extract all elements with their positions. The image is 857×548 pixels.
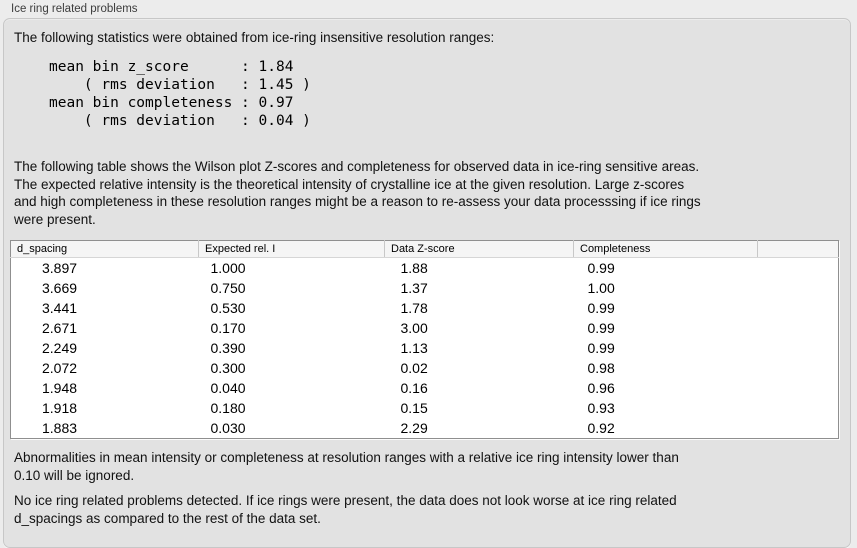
table-row[interactable]: 1.883 0.030 2.29 0.92 [11,418,839,438]
table-row[interactable]: 3.441 0.530 1.78 0.99 [11,298,839,318]
cell-d-spacing: 2.249 [42,339,78,356]
cell-data-z-score: 0.15 [400,400,428,417]
cell-completeness: 0.99 [587,299,615,316]
cell-expected-rel-i: 0.030 [210,420,246,437]
cell-empty [758,298,839,318]
table-row[interactable]: 2.671 0.170 3.00 0.99 [11,318,839,338]
cell-data-z-score: 0.02 [400,360,428,377]
cell-data-z-score: 2.29 [400,420,428,437]
statistics-block: mean bin z_score : 1.84 ( rms deviation … [49,59,311,129]
description-line: The expected relative intensity is the t… [14,176,685,192]
cell-empty [758,258,839,278]
cell-completeness: 0.98 [587,360,615,377]
cell-empty [758,338,839,358]
cell-data-z-score: 1.78 [400,299,428,316]
cell-completeness: 0.92 [587,420,615,437]
cell-data-z-score: 1.88 [400,259,428,276]
cell-d-spacing: 3.441 [42,299,78,316]
cell-completeness: 0.99 [587,319,615,336]
cell-data-z-score: 1.13 [400,339,428,356]
cell-d-spacing: 2.072 [42,360,78,377]
cell-data-z-score: 1.37 [400,279,428,296]
cell-expected-rel-i: 0.390 [210,339,246,356]
cell-d-spacing: 3.897 [42,259,78,276]
cell-d-spacing: 1.918 [42,400,78,417]
column-header-completeness: Completeness [573,240,758,258]
cell-completeness: 0.99 [587,339,615,356]
cell-completeness: 1.00 [587,279,615,296]
ice-ring-table: d_spacing Expected rel. I Data Z-score C… [10,240,839,439]
description-line: The following table shows the Wilson plo… [14,159,700,174]
description-paragraph: The following table shows the Wilson plo… [14,158,701,229]
cell-d-spacing: 1.948 [42,380,78,397]
description-line: and high completeness in these resolutio… [14,194,701,210]
cell-expected-rel-i: 0.040 [210,380,246,397]
conclusion-line: No ice ring related problems detected. I… [14,493,677,508]
cell-d-spacing: 2.671 [42,319,78,336]
table-row[interactable]: 2.072 0.300 0.02 0.98 [11,358,839,378]
column-header-d-spacing: d_spacing [10,240,199,258]
table-header-row: d_spacing Expected rel. I Data Z-score C… [10,240,839,258]
cell-empty [758,398,839,418]
column-header-data-z-score: Data Z-score [384,240,574,258]
cell-empty [758,318,839,338]
note-paragraph: Abnormalities in mean intensity or compl… [14,449,679,484]
conclusion-line: d_spacings as compared to the rest of th… [14,510,321,526]
cell-empty [758,418,839,438]
cell-expected-rel-i: 0.180 [210,400,246,417]
cell-completeness: 0.93 [587,400,615,417]
note-line: Abnormalities in mean intensity or compl… [14,450,679,465]
table-row[interactable]: 1.918 0.180 0.15 0.93 [11,398,839,418]
table-row[interactable]: 3.669 0.750 1.37 1.00 [11,278,839,298]
cell-expected-rel-i: 0.750 [210,279,246,296]
column-header-expected-rel-i: Expected rel. I [198,240,385,258]
cell-d-spacing: 1.883 [42,420,78,437]
table-row[interactable]: 1.948 0.040 0.16 0.96 [11,378,839,398]
conclusion-paragraph: No ice ring related problems detected. I… [14,492,677,527]
cell-expected-rel-i: 0.300 [210,360,246,377]
cell-expected-rel-i: 0.530 [210,299,246,316]
cell-empty [758,278,839,298]
cell-d-spacing: 3.669 [42,279,78,296]
ice-ring-panel: The following statistics were obtained f… [3,18,851,548]
cell-empty [758,358,839,378]
description-line: were present. [14,212,96,228]
table-row[interactable]: 3.897 1.000 1.88 0.99 [11,258,839,278]
cell-expected-rel-i: 1.000 [210,259,246,276]
cell-expected-rel-i: 0.170 [210,319,246,336]
table-row[interactable]: 2.249 0.390 1.13 0.99 [11,338,839,358]
column-header-empty [757,240,839,258]
cell-empty [758,378,839,398]
cell-completeness: 0.99 [587,259,615,276]
cell-completeness: 0.96 [587,380,615,397]
cell-data-z-score: 0.16 [400,380,428,397]
intro-text: The following statistics were obtained f… [14,30,495,45]
panel-title: Ice ring related problems [11,3,138,15]
note-line: 0.10 will be ignored. [14,467,135,483]
cell-data-z-score: 3.00 [400,319,428,336]
